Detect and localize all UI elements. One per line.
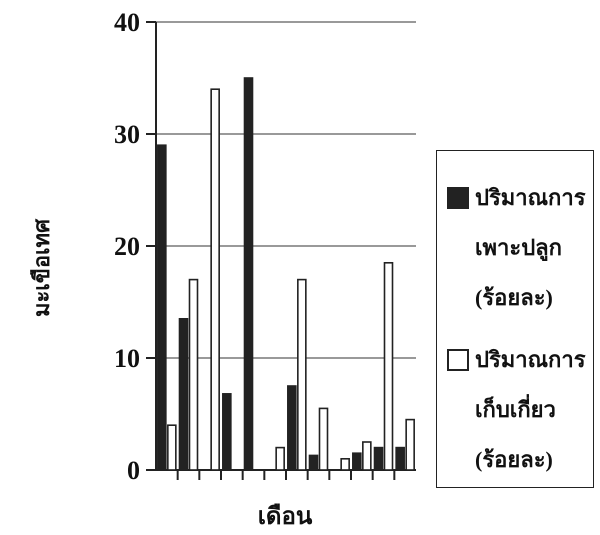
bar-planting [373, 446, 384, 471]
y-axis-label: ร้อยละของการเพาะปลูกและเก็บเกี่ยว มะเขือ… [29, 218, 54, 318]
legend: ปริมาณการ เพาะปลูก (ร้อยละ) ปริมาณการ เก… [436, 150, 594, 488]
bar-planting [222, 393, 232, 471]
bar-harvest [210, 88, 220, 471]
bar-harvest [405, 418, 415, 471]
legend-swatch-planting [447, 187, 469, 209]
y-tick-label: 0 [127, 456, 140, 485]
bar-planting [395, 446, 405, 471]
y-tick-label: 10 [114, 344, 140, 373]
bar-planting [157, 144, 167, 471]
legend-swatch-harvest [447, 349, 469, 371]
y-tick-label: 20 [114, 232, 140, 261]
bar-harvest [362, 441, 372, 471]
bar-planting [287, 385, 297, 471]
bar-harvest [340, 457, 350, 471]
bar-harvest [188, 278, 199, 471]
y-tick-label: 30 [114, 120, 140, 149]
bar-harvest [275, 446, 285, 471]
bar-harvest [318, 407, 329, 471]
legend-label-harvest: ปริมาณการ เก็บเกี่ยว (ร้อยละ) [475, 347, 586, 472]
legend-label-planting: ปริมาณการ เพาะปลูก (ร้อยละ) [475, 185, 586, 310]
bar-harvest [167, 424, 177, 471]
bar-harvest [297, 278, 307, 471]
bar-planting [352, 452, 362, 471]
bar-harvest [383, 261, 394, 471]
y-tick-label: 40 [114, 8, 140, 37]
x-axis-label: เดือน [257, 504, 313, 530]
bar-planting [243, 77, 254, 471]
bar-planting [178, 317, 189, 471]
bar-planting [308, 454, 319, 471]
